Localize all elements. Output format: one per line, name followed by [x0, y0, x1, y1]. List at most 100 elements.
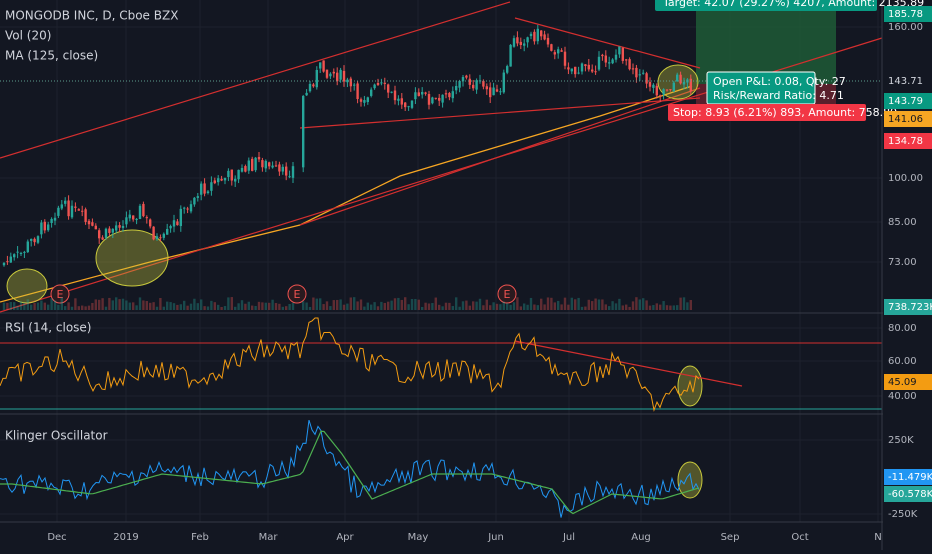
stop-label: Stop: 8.93 (6.21%) 893, Amount: 758.89 — [673, 106, 897, 119]
candle-body — [247, 160, 250, 171]
volume-bar — [121, 298, 125, 310]
volume-bar — [342, 304, 346, 310]
volume-bar — [380, 301, 383, 310]
candle-body — [308, 83, 312, 92]
candle-body — [43, 221, 46, 231]
volume-bar — [526, 304, 529, 310]
volume-bar — [220, 306, 223, 310]
candle-body — [152, 226, 155, 240]
axis-label: -11.479K — [888, 472, 932, 483]
earnings-marker — [50, 284, 70, 304]
axis-label: 80.00 — [888, 323, 917, 334]
volume-bar — [16, 305, 19, 310]
earnings-marker — [287, 284, 307, 304]
candle-body — [23, 251, 26, 253]
candle-body — [281, 166, 284, 172]
candle-body — [254, 157, 257, 171]
axis-label: 134.78 — [888, 136, 923, 147]
axis-label: 160.00 — [888, 22, 923, 33]
volume-bar — [57, 304, 60, 310]
candle-body — [70, 205, 74, 218]
candle-body — [387, 84, 390, 93]
candle-body — [349, 78, 352, 87]
volume-bar — [359, 299, 363, 310]
volume-bar — [587, 299, 590, 310]
candle-body — [230, 169, 233, 181]
volume-bar — [302, 301, 305, 310]
volume-bar — [169, 302, 172, 310]
candle-body — [74, 206, 77, 208]
candle-body — [77, 209, 80, 211]
volume-bar — [512, 302, 516, 310]
candle-body — [601, 54, 604, 57]
candle-body — [223, 177, 227, 181]
candle-body — [417, 92, 420, 96]
time-label: Jun — [487, 532, 504, 543]
volume-bar — [223, 306, 227, 310]
volume-bar — [638, 299, 641, 310]
volume-bar — [421, 306, 424, 310]
volume-bar — [614, 303, 618, 310]
candle-body — [516, 37, 519, 44]
volume-bar — [580, 306, 584, 310]
time-label: Aug — [631, 532, 651, 543]
candle-body — [6, 261, 9, 263]
volume-bar — [84, 306, 87, 310]
volume-bar — [26, 299, 29, 310]
candle-body — [261, 160, 264, 168]
volume-bar — [492, 302, 495, 310]
candle-body — [346, 79, 349, 83]
candle-body — [264, 160, 267, 169]
candle-body — [536, 28, 539, 42]
target-label: Target: 42.07 (29.27%) 4207, Amount: 213… — [662, 0, 924, 9]
volume-bar — [679, 297, 682, 310]
candle-body — [584, 64, 587, 67]
volume-bar — [563, 297, 567, 310]
volume-bar — [645, 300, 648, 310]
candle-body — [162, 233, 165, 238]
candle-body — [455, 85, 458, 91]
axis-label: 185.78 — [888, 9, 923, 20]
time-label: N — [874, 532, 881, 543]
volume-bar — [332, 300, 335, 310]
highlight — [6, 268, 48, 304]
candle-body — [373, 84, 376, 89]
candle-body — [206, 191, 210, 194]
symbol-title: MONGODB INC, D, Cboe BZX — [5, 9, 178, 23]
volume-bar — [230, 297, 233, 310]
candle-body — [577, 72, 580, 74]
candle-body — [67, 200, 70, 217]
candle-body — [87, 220, 91, 225]
volume-bar — [390, 300, 393, 310]
candle-body — [125, 217, 128, 225]
candle-body — [159, 237, 162, 239]
candle-body — [397, 98, 400, 101]
candle-body — [186, 208, 189, 210]
candle-body — [642, 72, 645, 74]
candle-body — [519, 41, 522, 45]
volume-bar — [264, 302, 267, 310]
volume-bar — [40, 300, 43, 310]
volume-bar — [274, 303, 278, 310]
volume-bar — [53, 300, 57, 310]
candle-body — [128, 214, 131, 219]
volume-bar — [36, 302, 40, 310]
klinger-line — [0, 419, 700, 518]
candle-body — [553, 52, 556, 55]
earnings-label: E — [294, 288, 301, 301]
volume-bar — [101, 298, 104, 310]
candle-body — [689, 78, 692, 92]
candle-body — [662, 89, 665, 95]
volume-bar — [210, 300, 213, 310]
candle-body — [244, 166, 247, 172]
time-label: Dec — [47, 532, 66, 543]
axis-label-bg — [884, 73, 932, 89]
volume-bar — [234, 306, 237, 310]
axis-label: 141.06 — [888, 114, 923, 125]
volume-bar — [261, 302, 264, 310]
candle-body — [30, 238, 33, 241]
volume-bar — [70, 306, 74, 310]
candle-body — [557, 49, 560, 54]
volume-bar — [533, 304, 536, 310]
candle-body — [618, 46, 621, 55]
